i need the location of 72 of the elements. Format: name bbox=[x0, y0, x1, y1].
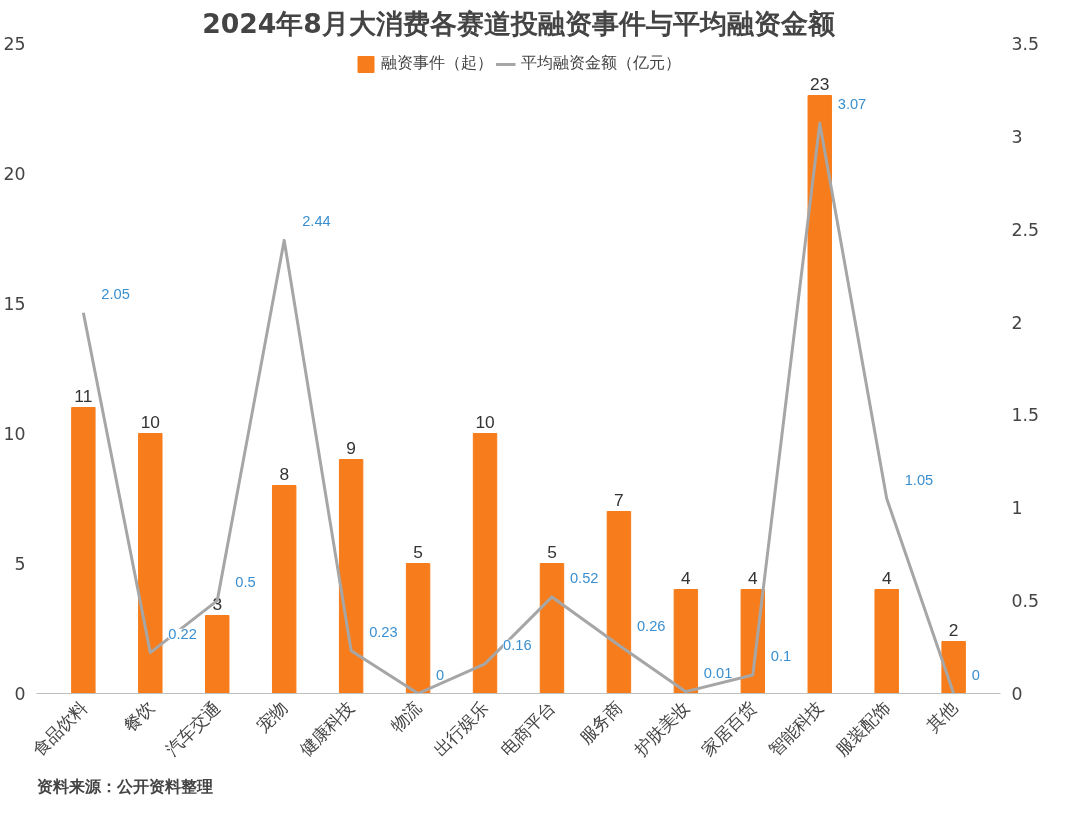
x-tick-label: 餐饮 bbox=[119, 697, 158, 736]
data-label: 0 bbox=[971, 666, 980, 683]
bar bbox=[71, 407, 96, 694]
legend-label: 融资事件（起） bbox=[380, 53, 493, 74]
bar bbox=[941, 641, 966, 694]
data-label: 0.23 bbox=[369, 623, 398, 640]
data-label: 23 bbox=[810, 73, 830, 94]
data-label: 0.5 bbox=[235, 573, 256, 590]
y2-tick-label: 2 bbox=[1011, 312, 1023, 333]
x-tick-label: 电商平台 bbox=[496, 697, 560, 760]
bar bbox=[673, 589, 699, 694]
y2-tick-label: 0 bbox=[1011, 684, 1023, 704]
data-label: 0.22 bbox=[168, 625, 197, 642]
y2-tick-label: 3.5 bbox=[1011, 34, 1040, 54]
bar bbox=[405, 563, 431, 694]
x-tick-label: 出行娱乐 bbox=[429, 697, 493, 760]
x-tick-label: 护肤美妆 bbox=[630, 697, 693, 761]
x-tick-label: 服装配饰 bbox=[831, 697, 894, 760]
x-tick-label: 宠物 bbox=[253, 697, 292, 736]
y2-tick-label: 1.5 bbox=[1011, 405, 1040, 426]
y-tick-label: 0 bbox=[14, 684, 26, 704]
data-label: 0.26 bbox=[636, 618, 666, 635]
data-label: 4 bbox=[747, 567, 758, 588]
bar bbox=[606, 511, 632, 694]
x-tick-label: 家居百货 bbox=[697, 697, 760, 760]
x-tick-label: 其他 bbox=[922, 697, 961, 736]
x-tick-label: 健康科技 bbox=[295, 697, 359, 760]
data-label: 5 bbox=[413, 541, 423, 562]
bar bbox=[539, 563, 565, 694]
y-tick-label: 25 bbox=[3, 34, 26, 54]
data-label: 2.05 bbox=[101, 285, 130, 302]
y-tick-label: 10 bbox=[3, 424, 26, 444]
data-label: 1.05 bbox=[904, 471, 934, 488]
bar bbox=[807, 95, 832, 694]
data-label: 8 bbox=[279, 463, 290, 484]
y-tick-label: 5 bbox=[14, 554, 26, 574]
bar bbox=[205, 615, 230, 694]
legend-label: 平均融资金额（亿元） bbox=[520, 53, 681, 74]
bar bbox=[338, 459, 364, 694]
data-label: 0.16 bbox=[503, 636, 532, 653]
data-label: 4 bbox=[681, 567, 692, 588]
data-label: 2.44 bbox=[302, 213, 331, 230]
data-label: 5 bbox=[547, 541, 557, 562]
data-label: 9 bbox=[346, 437, 356, 458]
data-label: 7 bbox=[614, 489, 624, 510]
data-label: 2 bbox=[948, 619, 959, 640]
data-label: 10 bbox=[140, 411, 160, 432]
data-label: 11 bbox=[74, 385, 93, 406]
text: 资料来源：公开资料整理 bbox=[36, 776, 213, 796]
chart-title: 2024年8月大消费各赛道投融资事件与平均融资金额 bbox=[202, 7, 836, 39]
data-label: 3.07 bbox=[837, 96, 867, 113]
x-tick-label: 智能科技 bbox=[764, 697, 827, 760]
x-tick-label: 服务商 bbox=[575, 697, 626, 748]
y2-tick-label: 1 bbox=[1011, 498, 1023, 519]
x-tick-label: 物流 bbox=[386, 697, 426, 736]
data-label: 10 bbox=[475, 411, 495, 432]
bar bbox=[874, 589, 899, 694]
data-label: 0.52 bbox=[569, 569, 599, 586]
data-label: 0.01 bbox=[703, 664, 733, 681]
data-label: 0 bbox=[436, 666, 445, 683]
x-tick-label: 食品饮料 bbox=[28, 697, 91, 760]
data-label: 4 bbox=[881, 567, 892, 588]
y2-tick-label: 0.5 bbox=[1011, 591, 1040, 612]
y2-tick-label: 3 bbox=[1011, 126, 1023, 147]
bar bbox=[472, 433, 498, 694]
bar bbox=[271, 485, 297, 694]
y-tick-label: 15 bbox=[3, 294, 26, 314]
y2-tick-label: 2.5 bbox=[1011, 219, 1040, 240]
bar bbox=[138, 433, 163, 694]
x-tick-label: 汽车交通 bbox=[162, 697, 225, 760]
data-label: 0.1 bbox=[770, 647, 792, 664]
y-tick-label: 20 bbox=[3, 164, 26, 184]
